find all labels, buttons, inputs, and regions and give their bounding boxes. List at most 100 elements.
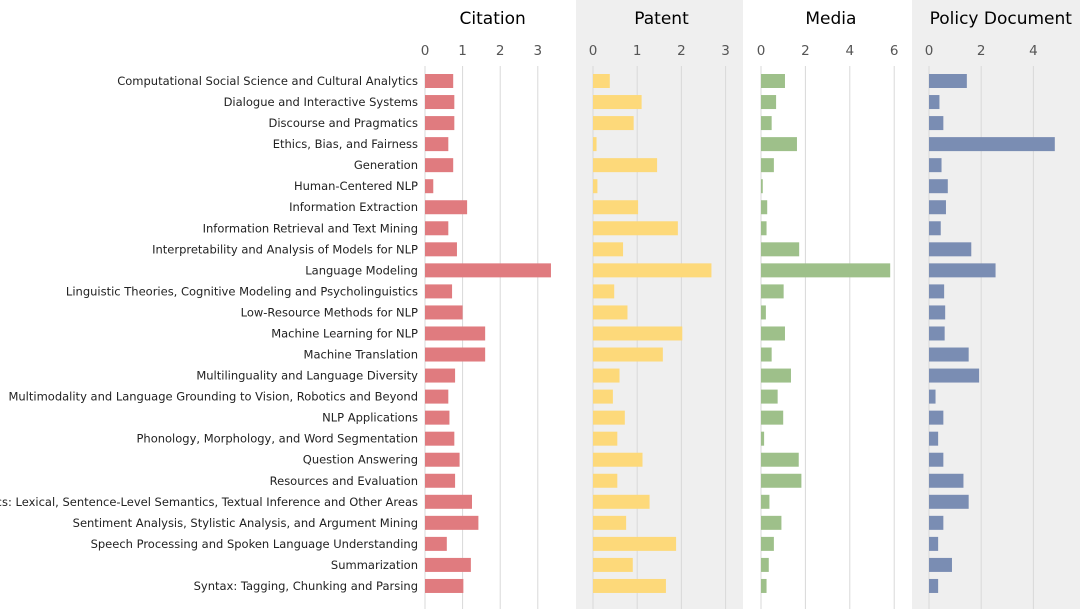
bar-policy-document-multimodality-and-language-grounding-to-vision-robotics-and-beyond <box>929 389 936 404</box>
bar-media-information-extraction <box>761 200 768 215</box>
category-label-question-answering: Question Answering <box>303 453 418 467</box>
panel-citation: Citation 0 1 2 3 <box>421 9 551 593</box>
category-label-machine-learning-for-nlp: Machine Learning for NLP <box>271 326 418 340</box>
bar-citation-computational-social-science-and-cultural-analytics <box>425 74 454 88</box>
bar-patent-human-centered-nlp <box>593 179 598 194</box>
bar-citation-information-retrieval-and-text-mining <box>425 221 449 236</box>
bar-patent-ethics-bias-and-fairness <box>593 137 597 152</box>
bar-policy-document-speech-processing-and-spoken-language-understanding <box>929 536 939 551</box>
category-label-speech-processing-and-spoken-language-understanding: Speech Processing and Spoken Language Un… <box>91 537 418 551</box>
category-label-generation: Generation <box>354 158 418 172</box>
bar-patent-summarization <box>593 557 633 572</box>
bar-media-nlp-applications <box>761 410 784 425</box>
bar-patent-generation <box>593 158 658 173</box>
bar-policy-document-phonology-morphology-and-word-segmentation <box>929 431 939 446</box>
bar-patent-machine-learning-for-nlp <box>593 326 683 341</box>
bar-media-resources-and-evaluation <box>761 473 802 488</box>
bar-media-semantics-lexical-sentence-level-semantics-textual-inference-and-other-areas <box>761 494 770 509</box>
bar-patent-computational-social-science-and-cultural-analytics <box>593 74 610 88</box>
bar-patent-phonology-morphology-and-word-segmentation <box>593 431 618 446</box>
bar-media-sentiment-analysis-stylistic-analysis-and-argument-mining <box>761 515 782 530</box>
category-label-machine-translation: Machine Translation <box>304 348 418 362</box>
panel-title-policy-document: Policy Document <box>930 9 1073 29</box>
bar-media-ethics-bias-and-fairness <box>761 137 797 152</box>
bar-media-linguistic-theories-cognitive-modeling-and-psycholinguistics <box>761 284 784 299</box>
category-label-nlp-applications: NLP Applications <box>322 411 418 425</box>
bar-media-discourse-and-pragmatics <box>761 116 772 131</box>
bar-policy-document-low-resource-methods-for-nlp <box>929 305 946 320</box>
bar-policy-document-nlp-applications <box>929 410 944 425</box>
bar-citation-language-modeling <box>425 263 551 278</box>
category-label-interpretability-and-analysis-of-models-for-nlp: Interpretability and Analysis of Models … <box>152 242 418 256</box>
bar-media-machine-translation <box>761 347 772 362</box>
bar-media-machine-learning-for-nlp <box>761 326 785 341</box>
bar-policy-document-language-modeling <box>929 263 996 278</box>
bar-media-computational-social-science-and-cultural-analytics <box>761 74 785 88</box>
bar-patent-machine-translation <box>593 347 663 362</box>
bar-patent-speech-processing-and-spoken-language-understanding <box>593 536 677 551</box>
bar-policy-document-interpretability-and-analysis-of-models-for-nlp <box>929 242 972 257</box>
category-label-low-resource-methods-for-nlp: Low-Resource Methods for NLP <box>241 305 418 319</box>
bar-patent-nlp-applications <box>593 410 625 425</box>
category-label-linguistic-theories-cognitive-modeling-and-psycholinguistics: Linguistic Theories, Cognitive Modeling … <box>66 284 418 298</box>
bar-policy-document-generation <box>929 158 942 173</box>
bar-citation-multilinguality-and-language-diversity <box>425 368 456 383</box>
tick-label-policy-document-2: 2 <box>977 43 986 59</box>
tick-label-media-2: 2 <box>801 43 810 59</box>
bar-patent-language-modeling <box>593 263 712 278</box>
bar-patent-interpretability-and-analysis-of-models-for-nlp <box>593 242 624 257</box>
bar-policy-document-syntax-tagging-chunking-and-parsing <box>929 578 939 593</box>
bar-policy-document-machine-learning-for-nlp <box>929 326 945 341</box>
bar-citation-multimodality-and-language-grounding-to-vision-robotics-and-beyond <box>425 389 449 404</box>
bar-patent-information-extraction <box>593 200 639 215</box>
bar-citation-human-centered-nlp <box>425 179 434 194</box>
bar-patent-resources-and-evaluation <box>593 473 618 488</box>
bar-policy-document-summarization <box>929 557 952 572</box>
bar-citation-machine-translation <box>425 347 486 362</box>
bar-policy-document-discourse-and-pragmatics <box>929 116 944 131</box>
bar-media-speech-processing-and-spoken-language-understanding <box>761 536 774 551</box>
bar-media-generation <box>761 158 774 173</box>
bar-media-summarization <box>761 557 769 572</box>
tick-label-citation-1: 1 <box>458 43 467 59</box>
bar-citation-resources-and-evaluation <box>425 473 456 488</box>
chart-panels: Citation 0 1 2 3 Patent 0 1 2 3 Media 0 2 4 6 Policy Do… <box>421 9 1073 593</box>
category-label-multilinguality-and-language-diversity: Multilinguality and Language Diversity <box>196 369 418 383</box>
category-label-information-extraction: Information Extraction <box>289 200 418 214</box>
panel-title-patent: Patent <box>634 9 689 29</box>
category-label-dialogue-and-interactive-systems: Dialogue and Interactive Systems <box>224 95 418 109</box>
bar-patent-low-resource-methods-for-nlp <box>593 305 628 320</box>
bar-media-dialogue-and-interactive-systems <box>761 95 777 110</box>
bar-media-multimodality-and-language-grounding-to-vision-robotics-and-beyond <box>761 389 778 404</box>
bar-citation-information-extraction <box>425 200 468 215</box>
bar-policy-document-machine-translation <box>929 347 969 362</box>
tick-label-citation-3: 3 <box>534 43 543 59</box>
bar-policy-document-information-extraction <box>929 200 946 215</box>
bar-patent-discourse-and-pragmatics <box>593 116 634 131</box>
bar-patent-linguistic-theories-cognitive-modeling-and-psycholinguistics <box>593 284 615 299</box>
bar-citation-interpretability-and-analysis-of-models-for-nlp <box>425 242 457 257</box>
tick-label-citation-2: 2 <box>496 43 505 59</box>
category-label-summarization: Summarization <box>331 558 418 572</box>
panel-title-citation: Citation <box>460 9 526 29</box>
bar-citation-ethics-bias-and-fairness <box>425 137 449 152</box>
tick-label-policy-document-4: 4 <box>1029 43 1038 59</box>
tick-label-policy-document-0: 0 <box>925 43 934 59</box>
bar-patent-dialogue-and-interactive-systems <box>593 95 642 110</box>
bar-patent-information-retrieval-and-text-mining <box>593 221 678 236</box>
tick-label-patent-0: 0 <box>589 43 598 59</box>
bar-patent-question-answering <box>593 452 643 467</box>
bar-media-question-answering <box>761 452 799 467</box>
tick-label-media-0: 0 <box>757 43 766 59</box>
bar-patent-sentiment-analysis-stylistic-analysis-and-argument-mining <box>593 515 627 530</box>
category-label-sentiment-analysis-stylistic-analysis-and-argument-mining: Sentiment Analysis, Stylistic Analysis, … <box>73 516 418 530</box>
bar-citation-machine-learning-for-nlp <box>425 326 486 341</box>
category-label-resources-and-evaluation: Resources and Evaluation <box>270 474 418 488</box>
tick-label-patent-2: 2 <box>677 43 686 59</box>
bar-citation-dialogue-and-interactive-systems <box>425 95 455 110</box>
bar-citation-low-resource-methods-for-nlp <box>425 305 463 320</box>
tick-label-media-4: 4 <box>846 43 855 59</box>
category-label-discourse-and-pragmatics: Discourse and Pragmatics <box>268 116 418 130</box>
panel-patent: Patent 0 1 2 3 <box>589 9 730 593</box>
bar-policy-document-linguistic-theories-cognitive-modeling-and-psycholinguistics <box>929 284 945 299</box>
